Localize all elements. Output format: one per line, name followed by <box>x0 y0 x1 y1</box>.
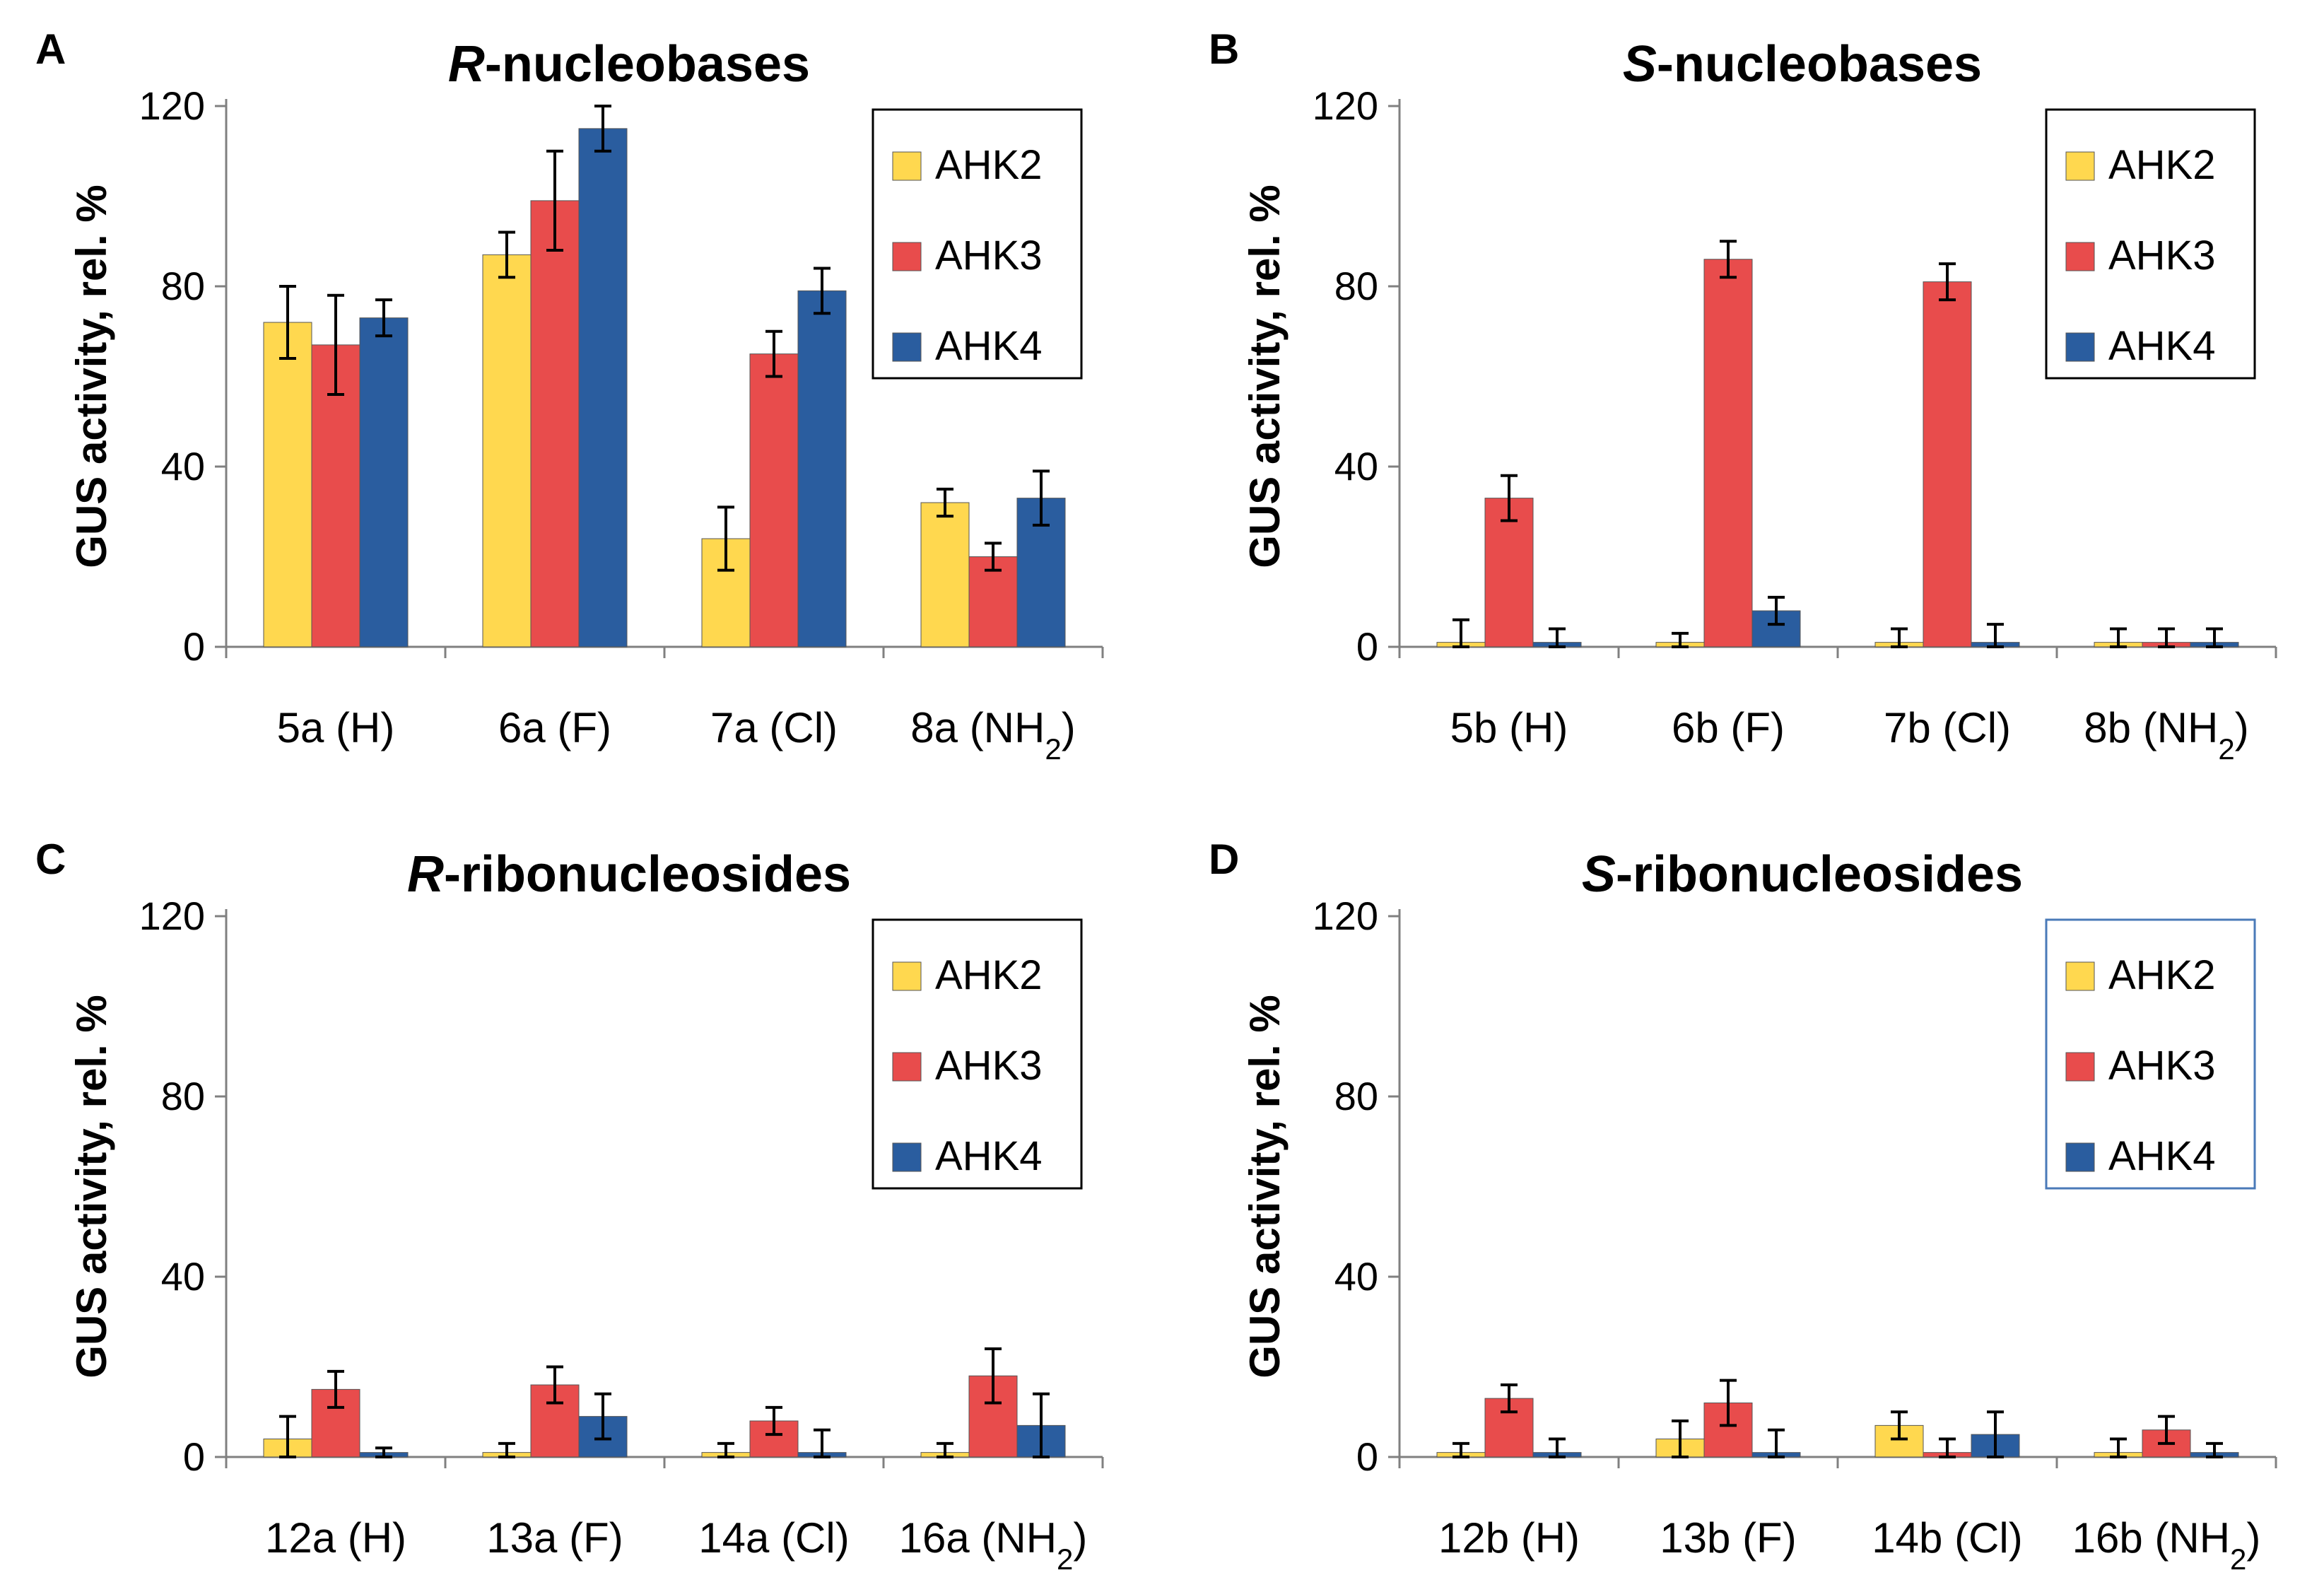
legend-swatch <box>892 1052 922 1082</box>
y-tick-label: 120 <box>139 894 205 938</box>
legend-label: AHK4 <box>935 323 1043 369</box>
bar-ahk3 <box>1703 259 1753 648</box>
y-tick-label: 120 <box>1313 83 1378 128</box>
category-label: 14a (Cl) <box>698 1514 849 1562</box>
legend-swatch <box>2065 332 2095 362</box>
category-label: 16b (NH2) <box>2072 1514 2261 1576</box>
category-label: 7b (Cl) <box>1884 704 2011 751</box>
panel-letter: D <box>1209 836 1239 883</box>
bar-ahk3 <box>530 200 580 648</box>
legend-swatch <box>892 151 922 181</box>
bar-ahk3 <box>1484 498 1534 648</box>
legend-label: AHK2 <box>935 142 1043 188</box>
y-tick-label: 80 <box>161 1074 205 1118</box>
bar-ahk4 <box>797 290 847 648</box>
category-label: 8b (NH2) <box>2084 704 2248 766</box>
legend-label: AHK4 <box>2108 1133 2216 1179</box>
bar-ahk2 <box>482 254 532 648</box>
category-label: 5b (H) <box>1450 704 1568 751</box>
legend-label: AHK3 <box>935 233 1043 279</box>
category-label: 7a (Cl) <box>710 704 838 751</box>
legend-label: AHK4 <box>935 1133 1043 1179</box>
y-axis-label: GUS activity, rel. % <box>68 995 115 1378</box>
bar-ahk2 <box>263 322 312 648</box>
panel-title: R-ribonucleosides <box>407 846 851 903</box>
legend-swatch <box>2065 151 2095 181</box>
legend-swatch <box>2065 242 2095 271</box>
y-tick-label: 80 <box>1334 1074 1378 1118</box>
category-label: 6a (F) <box>498 704 611 751</box>
panel-title: S-nucleobases <box>1623 36 1982 93</box>
bar-ahk3 <box>749 353 799 648</box>
legend-label: AHK2 <box>935 952 1043 998</box>
legend-swatch <box>892 961 922 991</box>
category-label: 6b (F) <box>1672 704 1785 751</box>
bar-ahk3 <box>1923 281 1972 648</box>
panel-letter: A <box>35 25 66 73</box>
legend-swatch <box>2065 1052 2095 1082</box>
legend-label: AHK2 <box>2108 142 2216 188</box>
y-tick-label: 80 <box>1334 264 1378 308</box>
y-tick-label: 120 <box>1313 894 1378 938</box>
category-label: 16a (NH2) <box>899 1514 1088 1576</box>
y-tick-label: 0 <box>183 624 205 669</box>
y-tick-label: 40 <box>1334 444 1378 488</box>
y-tick-label: 0 <box>1356 1434 1378 1479</box>
category-label: 12a (H) <box>265 1514 406 1562</box>
y-tick-label: 40 <box>161 444 205 488</box>
y-axis-label: GUS activity, rel. % <box>1241 995 1289 1378</box>
y-axis-label: GUS activity, rel. % <box>1241 185 1289 568</box>
legend-label: AHK2 <box>2108 952 2216 998</box>
category-label: 5a (H) <box>277 704 395 751</box>
bar-ahk3 <box>968 556 1018 648</box>
category-label: 12b (H) <box>1438 1514 1580 1562</box>
legend-swatch <box>2065 961 2095 991</box>
y-axis-label: GUS activity, rel. % <box>68 185 115 568</box>
legend-label: AHK3 <box>935 1043 1043 1089</box>
panel-letter: C <box>35 836 66 883</box>
panel-D: D S-ribonucleosides 0 40 80 120 GUS activity, … <box>1209 836 2277 1576</box>
legend-label: AHK3 <box>2108 233 2216 279</box>
bar-ahk2 <box>920 502 970 648</box>
panel-title: R-nucleobases <box>448 36 810 93</box>
legend-swatch <box>892 332 922 362</box>
y-tick-label: 40 <box>161 1254 205 1299</box>
panel-letter: B <box>1209 25 1239 73</box>
legend-swatch <box>892 242 922 271</box>
y-tick-label: 120 <box>139 83 205 128</box>
panel-A: A R-nucleobases 0 40 80 120 GUS activity, rel.… <box>35 25 1104 766</box>
category-label: 14b (Cl) <box>1872 1514 2022 1562</box>
panel-title: S-ribonucleosides <box>1582 846 2023 903</box>
category-label: 13b (F) <box>1660 1514 1796 1562</box>
y-tick-label: 0 <box>1356 624 1378 669</box>
legend-swatch <box>892 1142 922 1172</box>
bar-ahk4 <box>359 317 409 648</box>
y-tick-label: 0 <box>183 1434 205 1479</box>
y-tick-label: 80 <box>161 264 205 308</box>
legend-label: AHK3 <box>2108 1043 2216 1089</box>
legend-label: AHK4 <box>2108 323 2216 369</box>
y-tick-label: 40 <box>1334 1254 1378 1299</box>
category-label: 8a (NH2) <box>910 704 1075 766</box>
bar-ahk4 <box>578 128 628 648</box>
legend-swatch <box>2065 1142 2095 1172</box>
panel-B: B S-nucleobases 0 40 80 120 GUS activity, rel.… <box>1209 25 2277 766</box>
category-label: 13a (F) <box>486 1514 623 1562</box>
panel-C: C R-ribonucleosides 0 40 80 120 GUS activity, … <box>35 836 1104 1576</box>
